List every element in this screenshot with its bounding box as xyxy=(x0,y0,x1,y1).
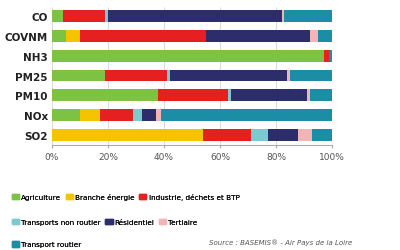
Legend: Agriculture, Branche énergie, Industrie, déchets et BTP: Agriculture, Branche énergie, Industrie,… xyxy=(12,193,240,200)
Bar xyxy=(329,51,332,62)
Bar xyxy=(52,31,66,43)
Text: Source : BASEMIS® - Air Pays de la Loire: Source : BASEMIS® - Air Pays de la Loire xyxy=(209,238,352,245)
Bar xyxy=(310,90,332,102)
Bar xyxy=(307,90,310,102)
Bar xyxy=(142,110,156,122)
Bar xyxy=(206,31,310,43)
Bar xyxy=(161,110,332,122)
Bar xyxy=(170,70,287,82)
Bar xyxy=(108,12,282,23)
Bar xyxy=(80,110,100,122)
Bar xyxy=(52,90,158,102)
Bar xyxy=(284,12,332,23)
Bar xyxy=(52,12,63,23)
Bar xyxy=(287,70,290,82)
Bar xyxy=(63,12,105,23)
Legend: Transports non routier, Résidentiel, Tertiaire: Transports non routier, Résidentiel, Ter… xyxy=(12,219,198,225)
Bar xyxy=(156,110,161,122)
Bar xyxy=(52,129,203,141)
Bar xyxy=(52,51,324,62)
Bar xyxy=(52,70,105,82)
Bar xyxy=(52,110,80,122)
Bar xyxy=(105,12,108,23)
Bar xyxy=(318,31,332,43)
Legend: Transport routier: Transport routier xyxy=(12,241,82,248)
Bar xyxy=(158,90,228,102)
Bar xyxy=(203,129,251,141)
Bar xyxy=(105,70,167,82)
Bar xyxy=(268,129,298,141)
Bar xyxy=(228,90,231,102)
Bar xyxy=(282,12,284,23)
Bar xyxy=(100,110,133,122)
Bar xyxy=(133,110,142,122)
Bar xyxy=(231,90,307,102)
Bar xyxy=(167,70,170,82)
Bar xyxy=(251,129,268,141)
Bar xyxy=(324,51,329,62)
Bar xyxy=(66,31,80,43)
Bar xyxy=(312,129,332,141)
Bar xyxy=(310,31,318,43)
Bar xyxy=(290,70,332,82)
Bar xyxy=(80,31,206,43)
Bar xyxy=(298,129,312,141)
